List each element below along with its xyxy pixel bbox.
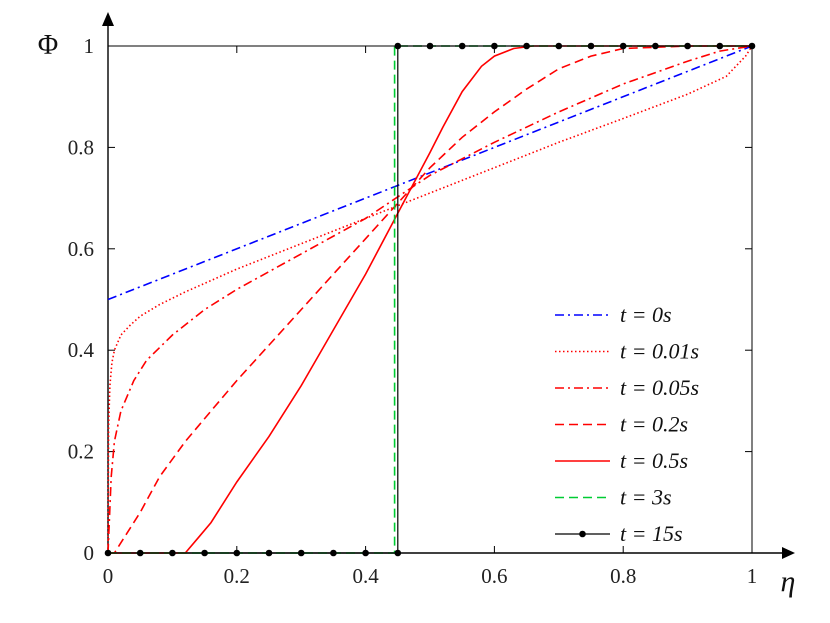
legend-label-4: t = 0.5s bbox=[620, 448, 688, 473]
plot-area: 0 0.2 0.4 0.6 0.8 1 0 0.2 0.4 0.6 0.8 1 Φη t = 0s t = … bbox=[38, 12, 796, 598]
y-tick-label: 1 bbox=[84, 34, 95, 58]
series-point-6 bbox=[169, 549, 176, 557]
series-point-6 bbox=[523, 42, 530, 50]
series-point-6 bbox=[716, 42, 724, 50]
series-line-6 bbox=[108, 45, 752, 554]
series-point-6 bbox=[297, 549, 305, 557]
series-point-6 bbox=[265, 549, 273, 557]
series-point-6 bbox=[136, 549, 144, 557]
series-point-6 bbox=[491, 42, 498, 50]
series-point-6 bbox=[362, 549, 369, 557]
y-tick-label: 0.6 bbox=[68, 237, 94, 261]
series-point-6 bbox=[619, 42, 627, 50]
series-point-6 bbox=[555, 42, 563, 50]
series-line-0 bbox=[107, 45, 753, 301]
series-point-6 bbox=[748, 42, 756, 50]
series-point-6 bbox=[426, 42, 434, 50]
series-line-3 bbox=[108, 45, 752, 554]
series-point-6 bbox=[201, 549, 208, 557]
y-tick-label: 0.8 bbox=[68, 135, 94, 159]
series-point-6 bbox=[684, 42, 691, 50]
series-line-4 bbox=[108, 45, 752, 554]
y-tick-label: 0.2 bbox=[68, 440, 94, 464]
x-tick-label: 0.8 bbox=[610, 564, 636, 588]
series-point-6 bbox=[394, 549, 402, 557]
series-line-5 bbox=[108, 45, 752, 554]
legend-label-5: t = 3s bbox=[620, 485, 672, 510]
x-axis-arrow bbox=[782, 547, 795, 559]
legend-label-1: t = 0.01s bbox=[620, 339, 699, 364]
series-point-6 bbox=[233, 549, 241, 557]
series-point-6 bbox=[104, 549, 112, 557]
legend-label-2: t = 0.05s bbox=[620, 375, 699, 400]
series-point-6 bbox=[330, 549, 337, 557]
y-tick-label: 0.4 bbox=[68, 338, 95, 362]
legend-label-6: t = 15s bbox=[620, 521, 683, 546]
x-axis-label: η bbox=[781, 565, 796, 598]
x-tick-label: 0.6 bbox=[481, 564, 507, 588]
series-point-6 bbox=[458, 42, 466, 50]
series-point-6 bbox=[652, 42, 659, 50]
series-line-2 bbox=[107, 45, 753, 554]
series-point-6 bbox=[394, 42, 402, 50]
legend-label-0: t = 0s bbox=[620, 302, 672, 327]
x-tick-label: 0 bbox=[103, 564, 114, 588]
legend-marker-6 bbox=[579, 530, 586, 538]
x-tick-label: 0.2 bbox=[224, 564, 250, 588]
x-tick-label: 0.4 bbox=[352, 564, 379, 588]
y-axis-arrow bbox=[102, 12, 114, 26]
y-tick-label: 0 bbox=[84, 541, 95, 565]
series-line-1 bbox=[107, 45, 753, 554]
legend-label-3: t = 0.2s bbox=[620, 412, 688, 437]
series-point-6 bbox=[587, 42, 595, 50]
x-tick-label: 1 bbox=[747, 564, 758, 588]
y-axis-label: Φ bbox=[38, 30, 58, 61]
